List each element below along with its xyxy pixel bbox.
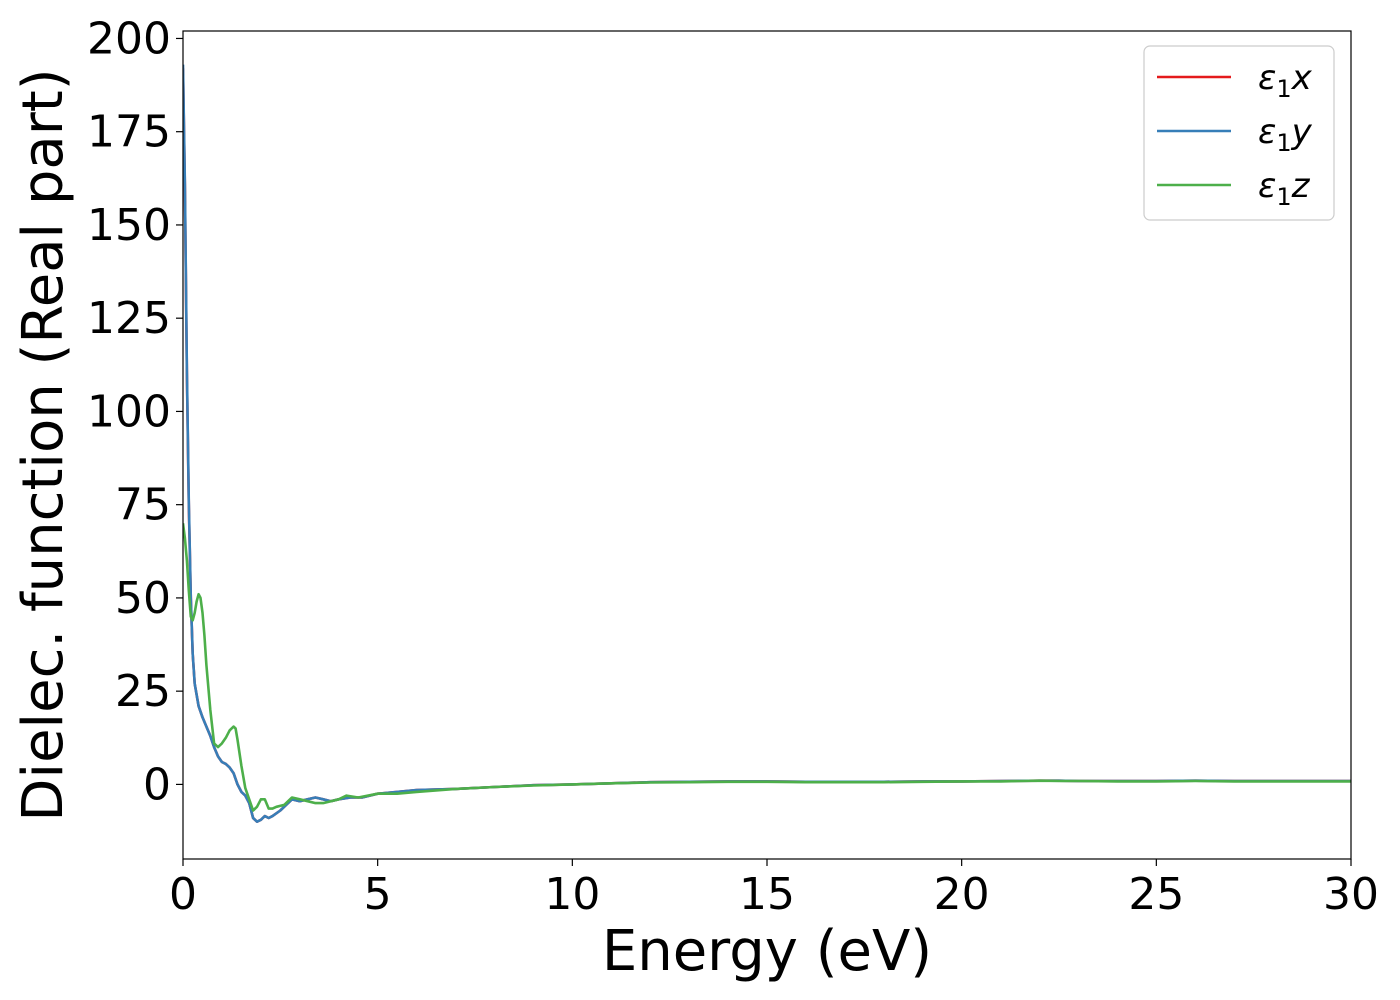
- y-tick-label: 0: [143, 759, 171, 810]
- legend-label: ε1z: [1258, 166, 1311, 211]
- legend-item-x: ε1x: [1157, 58, 1313, 103]
- y-tick-label: 75: [115, 480, 171, 531]
- y-axis-label: Dielec. function (Real part): [11, 68, 76, 821]
- y-tick-label: 125: [87, 293, 171, 344]
- y-tick-label: 175: [87, 107, 171, 158]
- legend-label: ε1y: [1258, 112, 1313, 157]
- x-tick-label: 20: [934, 869, 990, 920]
- y-tick-label: 200: [87, 13, 171, 64]
- legend-item-y: ε1y: [1157, 112, 1313, 157]
- series-line-z: [183, 523, 1351, 812]
- x-tick-label: 0: [169, 869, 197, 920]
- legend-box: [1143, 45, 1335, 221]
- x-tick-label: 25: [1128, 869, 1184, 920]
- x-axis-label: Energy (eV): [602, 919, 932, 984]
- x-tick-label: 10: [544, 869, 600, 920]
- legend-item-z: ε1z: [1157, 166, 1311, 211]
- legend: ε1x ε1y ε1z: [1143, 45, 1335, 221]
- y-tick-label: 150: [87, 200, 171, 251]
- y-tick-label: 50: [115, 573, 171, 624]
- series-layer: [183, 64, 1351, 824]
- x-axis: 0 5 10 15 20 25 30: [169, 859, 1379, 920]
- x-tick-label: 15: [739, 869, 795, 920]
- y-axis: 0 25 50 75 100 125 150 175 200: [87, 13, 183, 810]
- x-tick-label: 30: [1323, 869, 1379, 920]
- y-tick-label: 100: [87, 386, 171, 437]
- y-tick-label: 25: [115, 666, 171, 717]
- x-tick-label: 5: [364, 869, 392, 920]
- legend-label: ε1x: [1258, 58, 1313, 103]
